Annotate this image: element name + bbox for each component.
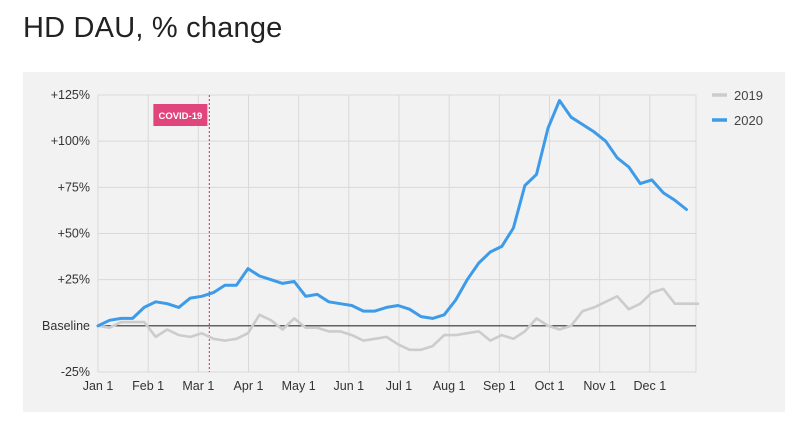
legend-label-2019: 2019 — [734, 88, 763, 103]
y-tick-label: -25% — [61, 365, 90, 379]
x-tick-label: Jun 1 — [334, 379, 365, 393]
x-tick-label: Nov 1 — [583, 379, 616, 393]
x-tick-label: Dec 1 — [634, 379, 667, 393]
x-tick-label: Feb 1 — [132, 379, 164, 393]
x-tick-label: Sep 1 — [483, 379, 516, 393]
x-tick-label: Apr 1 — [234, 379, 264, 393]
y-tick-label: +25% — [58, 273, 90, 287]
y-tick-label: +75% — [58, 180, 90, 194]
x-tick-label: Oct 1 — [535, 379, 565, 393]
x-tick-label: Jan 1 — [83, 379, 114, 393]
legend-label-2020: 2020 — [734, 113, 763, 128]
x-tick-label: Aug 1 — [433, 379, 466, 393]
x-tick-label: Mar 1 — [182, 379, 214, 393]
covid-label-box — [153, 104, 208, 126]
covid-label: COVID-19 — [158, 111, 202, 122]
series-line-2019 — [96, 287, 700, 352]
y-tick-label: +50% — [58, 227, 90, 241]
y-tick-label: Baseline — [42, 319, 90, 333]
x-tick-label: May 1 — [282, 379, 316, 393]
chart-title: HD DAU, % change — [23, 12, 283, 44]
x-tick-label: Jul 1 — [386, 379, 412, 393]
series-line-2020 — [96, 99, 688, 328]
chart-panel — [23, 72, 785, 412]
y-tick-label: +100% — [51, 134, 90, 148]
y-tick-label: +125% — [51, 88, 90, 102]
